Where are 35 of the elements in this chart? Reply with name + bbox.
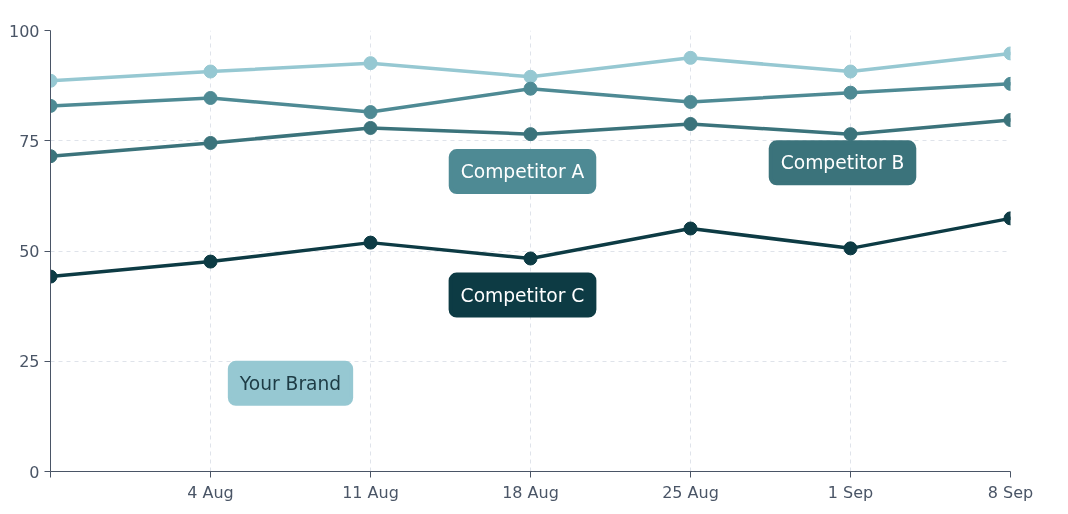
point [843,127,858,142]
x-tick-label: 1 Sep [827,482,874,502]
y-tick-label: 0 [29,462,40,482]
series-label: Competitor B [780,152,905,174]
point [523,251,538,266]
point [203,254,218,269]
point [363,235,378,250]
text: Competitor A [460,161,585,183]
point [363,105,378,120]
point [523,81,538,96]
x-tick-label: 4 Aug [187,482,234,502]
point [843,241,858,256]
point [363,56,378,71]
point [843,64,858,79]
y-tick-label: 100 [8,21,40,41]
y-tick-label: 25 [19,352,40,372]
point [523,69,538,84]
point [683,221,698,236]
point [843,85,858,100]
point [203,135,218,150]
point [523,127,538,142]
point [203,90,218,105]
point [683,50,698,65]
point [203,64,218,79]
x-tick-label: 11 Aug [342,482,399,502]
x-tick-label: 8 Sep [987,482,1034,502]
point [683,117,698,131]
y-tick-label: 75 [19,131,40,151]
text: Your Brand [238,372,342,394]
x-tick-label: 18 Aug [502,482,559,502]
series-label: Competitor C [460,284,585,306]
y-tick-label: 50 [19,242,40,261]
point [683,94,698,109]
point [363,120,378,135]
x-tick-label: 25 Aug [662,482,719,502]
